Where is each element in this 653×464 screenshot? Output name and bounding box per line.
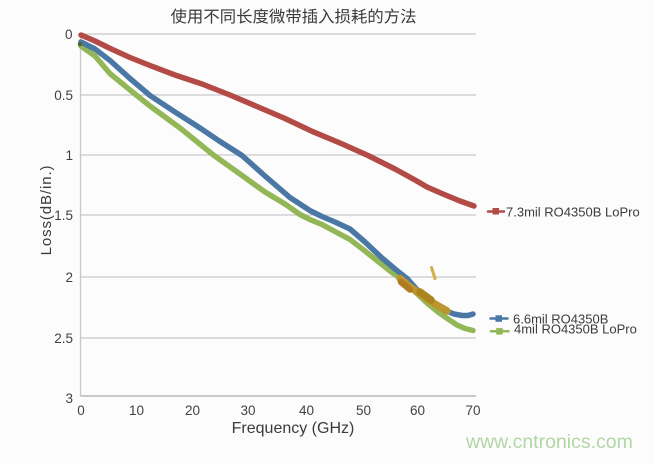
- svg-text:2: 2: [65, 270, 73, 285]
- svg-text:10: 10: [129, 403, 144, 418]
- svg-text:3: 3: [65, 391, 73, 406]
- svg-text:1: 1: [65, 148, 73, 163]
- svg-text:1.5: 1.5: [54, 208, 73, 223]
- svg-text:0.5: 0.5: [54, 88, 73, 103]
- svg-text:0: 0: [65, 27, 73, 42]
- svg-text:7.3mil RO4350B LoPro: 7.3mil RO4350B LoPro: [506, 204, 640, 219]
- svg-text:4mil RO4350B LoPro: 4mil RO4350B LoPro: [514, 322, 637, 337]
- svg-text:Loss(dB/in.): Loss(dB/in.): [38, 165, 55, 256]
- svg-text:30: 30: [240, 403, 255, 418]
- svg-text:20: 20: [185, 403, 200, 418]
- svg-text:60: 60: [410, 403, 425, 418]
- svg-text:Frequency (GHz): Frequency (GHz): [232, 420, 355, 437]
- svg-text:50: 50: [356, 403, 371, 418]
- svg-text:0: 0: [77, 403, 85, 418]
- svg-text:6.6mil RO4350B: 6.6mil RO4350B: [513, 311, 608, 326]
- svg-text:2.5: 2.5: [54, 331, 73, 346]
- svg-text:70: 70: [465, 403, 480, 418]
- svg-text:40: 40: [299, 403, 314, 418]
- svg-text:www.cntronics.com: www.cntronics.com: [465, 431, 633, 453]
